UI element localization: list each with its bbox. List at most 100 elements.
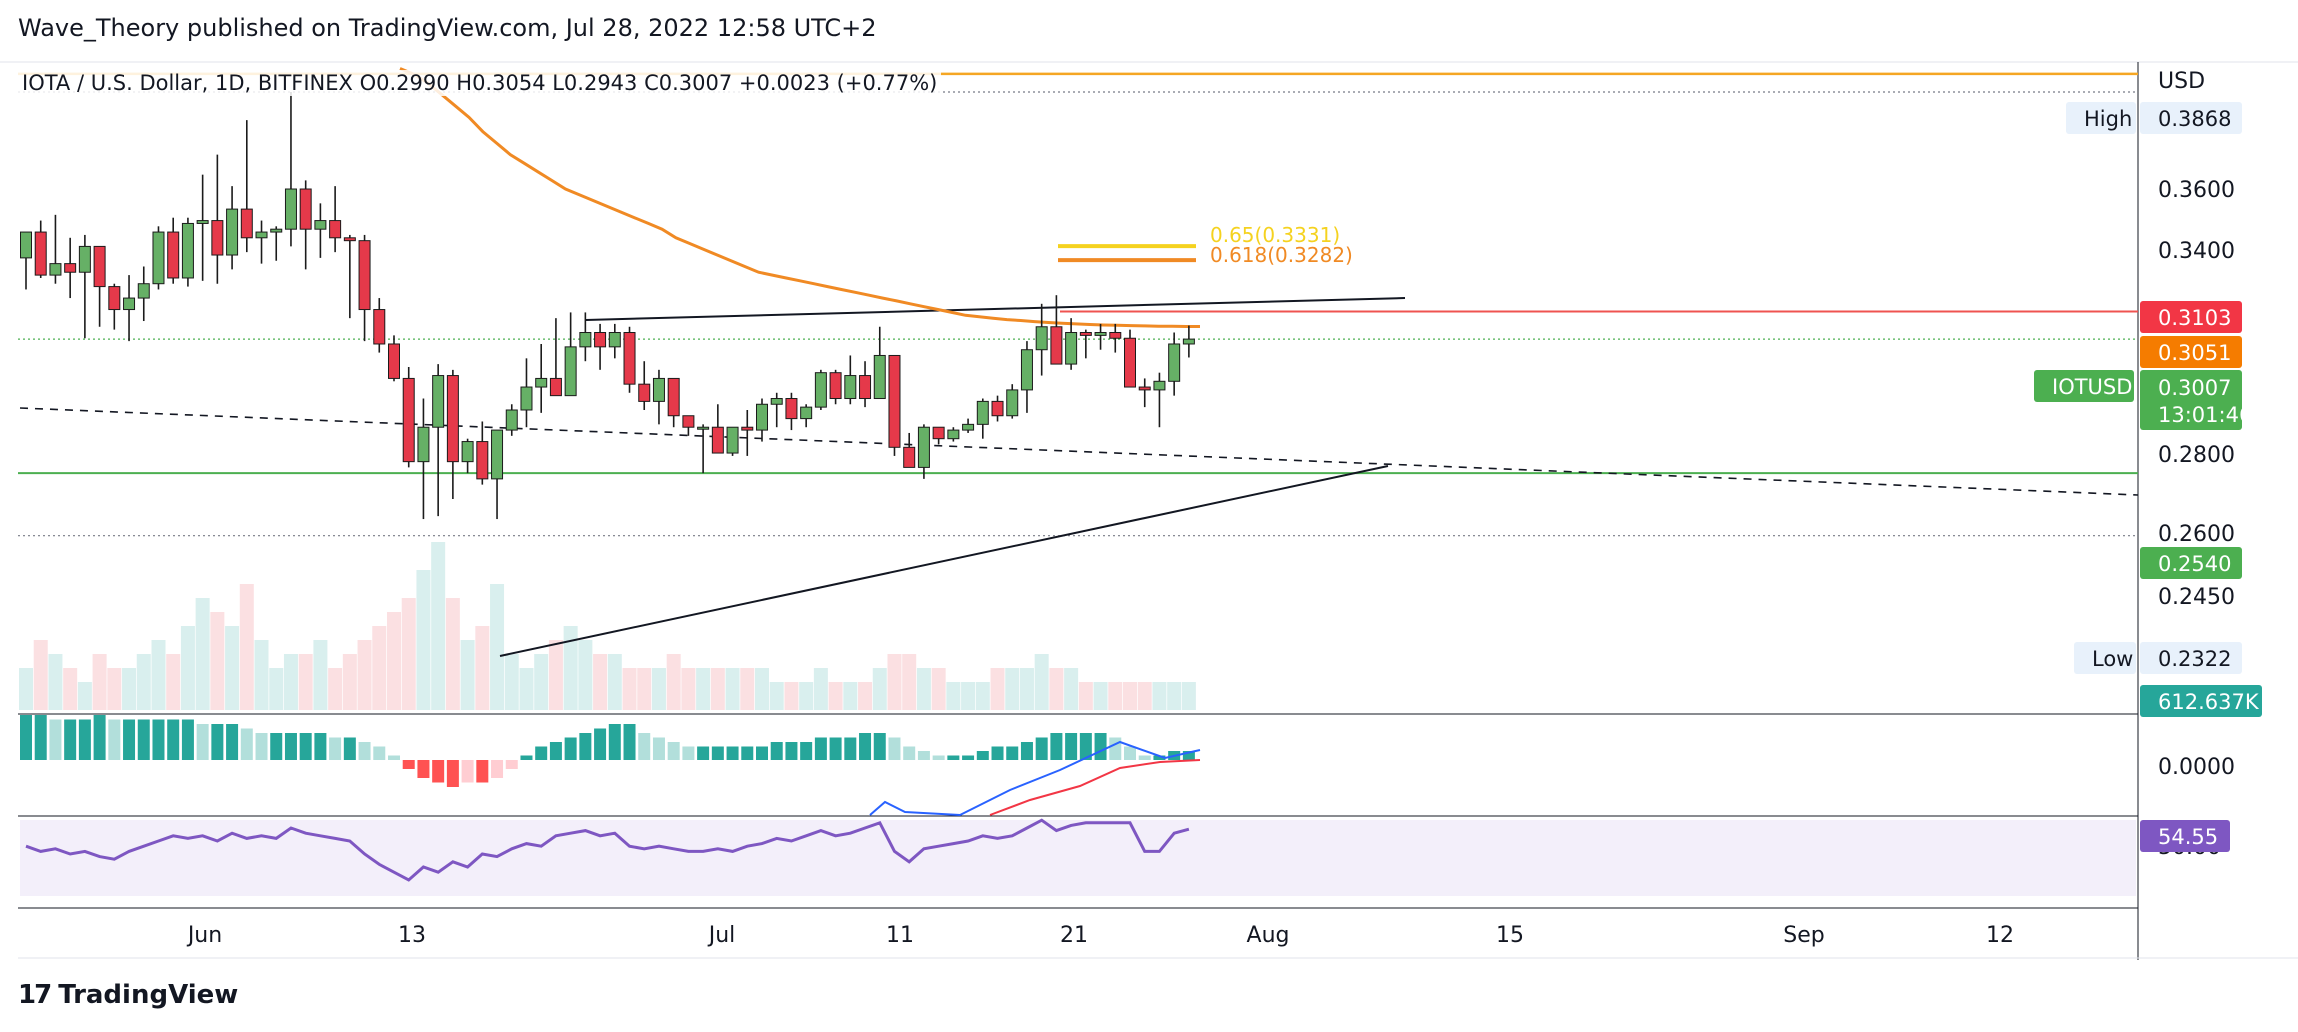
volume-bar (651, 668, 666, 710)
volume-bar (416, 570, 431, 710)
macd-bar (402, 760, 415, 769)
macd-bar (329, 737, 342, 760)
candle-body (299, 188, 312, 230)
tradingview-brand[interactable]: 17 TradingView (18, 980, 238, 1010)
volume-bar (313, 640, 328, 710)
macd-bar (991, 746, 1004, 760)
green-level-tag-text: 0.2540 (2158, 552, 2231, 576)
volume-bar (902, 654, 917, 710)
price-tick-label: 0.2450 (2158, 585, 2235, 610)
symbol-ohlc-legend[interactable]: IOTA / U.S. Dollar, 1D, BITFINEX O0.2990… (18, 70, 942, 96)
volume-bar (887, 654, 902, 710)
candle-body (226, 208, 239, 256)
candle-body (461, 441, 474, 463)
macd-bar (432, 760, 445, 783)
high-value-label: 0.3868 (2140, 102, 2242, 134)
volume-bar (931, 668, 946, 710)
triangle-lower-trendline[interactable] (499, 465, 1389, 657)
macd-bar (108, 719, 121, 760)
candle-body (284, 188, 297, 230)
macd-bar (859, 733, 872, 760)
macd-bar (505, 760, 518, 769)
candle-body (270, 228, 283, 233)
volume-bar (740, 668, 755, 710)
volume-bar (1078, 682, 1093, 710)
volume-bar (769, 682, 784, 710)
volume-tag-bg (2140, 685, 2262, 717)
candle-body (1124, 337, 1136, 388)
candle-body (1079, 332, 1092, 336)
volume-bar (136, 654, 151, 710)
candle-body (535, 377, 548, 388)
candle-body (1065, 332, 1078, 365)
candle-body (594, 332, 607, 348)
volume-bar (946, 682, 961, 710)
time-label: Jun (186, 923, 222, 948)
triangle-upper-trendline[interactable] (585, 297, 1406, 321)
volume-bar (225, 626, 240, 710)
candle-body (976, 400, 989, 425)
red-level-tag-text: 0.3103 (2158, 306, 2231, 330)
macd-bar (1006, 746, 1019, 760)
macd-bar (373, 746, 386, 760)
candle-body (1006, 389, 1019, 417)
volume-bar (1005, 668, 1020, 710)
candle-body (491, 429, 504, 480)
candles (20, 92, 1195, 520)
horizontal-levels (18, 72, 2138, 537)
macd-bar (947, 755, 960, 760)
red-level-tag: 0.3103 (2140, 301, 2242, 333)
volume-bar (195, 598, 210, 710)
volume-bar (681, 668, 696, 710)
macd-bar (741, 746, 754, 760)
volume-bar (799, 682, 814, 710)
candle-body (903, 446, 916, 468)
volume-bar (298, 654, 313, 710)
volume-bar (990, 668, 1005, 710)
volume-bar (107, 668, 122, 710)
macd-bar (181, 719, 194, 760)
candle-body (49, 263, 62, 276)
macd-bar (594, 728, 607, 760)
volume-bar (445, 598, 460, 710)
candle-body (888, 354, 901, 448)
volume-bar (813, 668, 828, 710)
macd-bar (1020, 742, 1033, 760)
candle-body (623, 332, 636, 385)
volume-bar (490, 584, 505, 710)
volume-bar (63, 668, 78, 710)
macd-bar (873, 733, 886, 760)
volume-bar (1019, 668, 1034, 710)
price-tick-label: 0.2600 (2158, 522, 2235, 547)
macd-bar (814, 737, 827, 760)
dashed-midline[interactable] (19, 407, 2139, 496)
symbol-tag: IOTUSD (2034, 370, 2134, 402)
candle-body (917, 426, 930, 468)
macd-line (869, 740, 1201, 817)
candle-body (329, 220, 342, 239)
candle-body (1109, 332, 1122, 339)
volume-bar (755, 668, 769, 710)
signal-line (989, 759, 1201, 816)
macd-bar (1079, 733, 1092, 760)
volume-bar (151, 640, 166, 710)
volume-bar (1123, 682, 1137, 710)
macd-bar (211, 724, 224, 760)
macd-tick-label: 0.0000 (2158, 755, 2235, 780)
candle-body (814, 372, 827, 408)
last-price-text: 0.3007 (2158, 376, 2231, 400)
candle-body (255, 231, 268, 239)
candle-body (829, 372, 842, 400)
macd-bar (1109, 737, 1122, 760)
candle-body (770, 398, 783, 405)
macd-bar (1153, 755, 1166, 760)
macd-bar (1065, 733, 1078, 760)
volume-bar (239, 584, 254, 710)
macd-bar (623, 724, 636, 760)
trendlines (19, 297, 2139, 657)
volume-bar (33, 640, 48, 710)
volume-bar (357, 640, 372, 710)
low-value-label-text: 0.2322 (2158, 647, 2231, 671)
macd-bar (20, 715, 32, 760)
